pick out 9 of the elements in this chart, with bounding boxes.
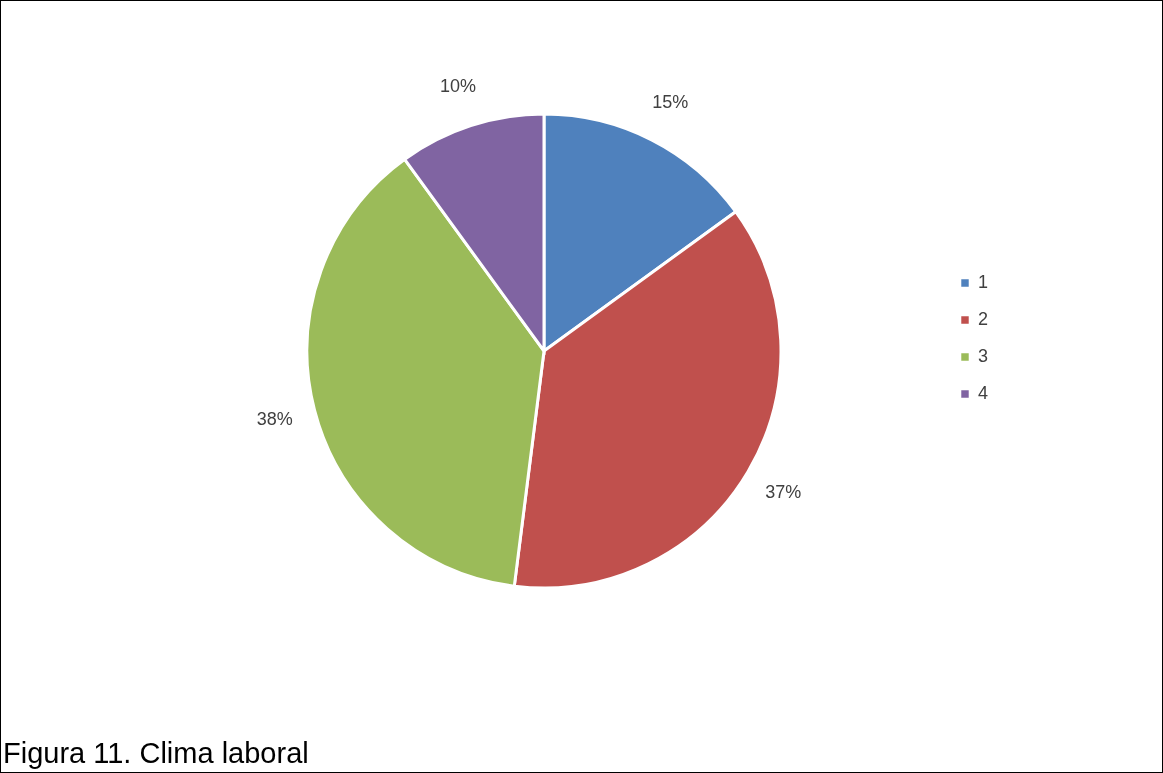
legend-label: 2 [978,309,989,329]
data-label: 15% [652,92,689,113]
data-label: 37% [765,481,802,502]
text: Figura 11. Clima laboral [3,737,309,770]
legend-label: 1 [978,272,989,292]
data-label: 10% [440,75,477,96]
legend-label: 4 [978,383,989,403]
data-label: 38% [256,409,293,430]
legend-label: 3 [978,346,989,366]
